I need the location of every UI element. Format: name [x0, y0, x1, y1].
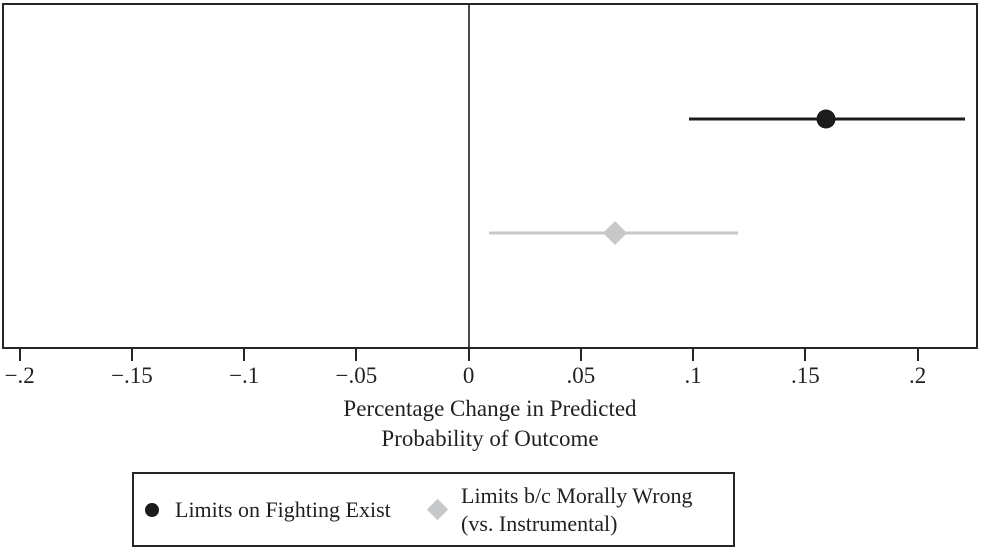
diamond-marker-icon: [426, 498, 449, 521]
x-axis-title: Percentage Change in Predicted Probabili…: [4, 394, 976, 454]
x-tick-label: −.2: [4, 363, 35, 388]
x-tick-label: .15: [791, 363, 820, 388]
x-axis: −.2 −.15 −.1 −.05 0 .05 .1 .15 .2: [4, 349, 976, 395]
x-tick-label: −.1: [229, 363, 260, 388]
x-tick-label: .2: [909, 363, 927, 388]
x-tick-label: 0: [462, 363, 475, 388]
x-tick-mark: [18, 349, 21, 361]
legend-label: Limits on Fighting Exist: [175, 496, 391, 522]
diamond-point-estimate-marker: [602, 220, 627, 246]
zero-reference-line: [467, 5, 470, 347]
x-tick-label: −.05: [335, 363, 378, 388]
x-tick-mark: [467, 349, 470, 361]
x-axis-title-line-2: Probability of Outcome: [381, 426, 599, 451]
legend-label: Limits b/c Morally Wrong (vs. Instrument…: [461, 482, 693, 538]
plot-area: [2, 3, 978, 349]
x-tick-mark: [130, 349, 133, 361]
legend-label-line-2: (vs. Instrumental): [461, 510, 618, 536]
legend-entry-limits-on-fighting-exist: Limits on Fighting Exist: [145, 496, 391, 524]
legend: Limits on Fighting Exist Limits b/c Mora…: [132, 472, 735, 547]
x-tick-mark: [579, 349, 582, 361]
x-axis-title-line-1: Percentage Change in Predicted: [343, 396, 637, 421]
x-tick-mark: [692, 349, 695, 361]
legend-entry-limits-bc-morally-wrong: Limits b/c Morally Wrong (vs. Instrument…: [426, 482, 693, 538]
x-tick-mark: [243, 349, 246, 361]
circle-marker-icon: [145, 502, 159, 517]
x-tick-label: −.15: [111, 363, 153, 388]
x-tick-label: .1: [684, 363, 702, 388]
x-tick-mark: [916, 349, 919, 361]
circle-point-estimate-marker: [816, 109, 836, 129]
x-tick-label: .05: [566, 363, 596, 388]
x-tick-mark: [355, 349, 358, 361]
x-tick-mark: [804, 349, 807, 361]
legend-label-line-1: Limits b/c Morally Wrong: [461, 482, 693, 508]
